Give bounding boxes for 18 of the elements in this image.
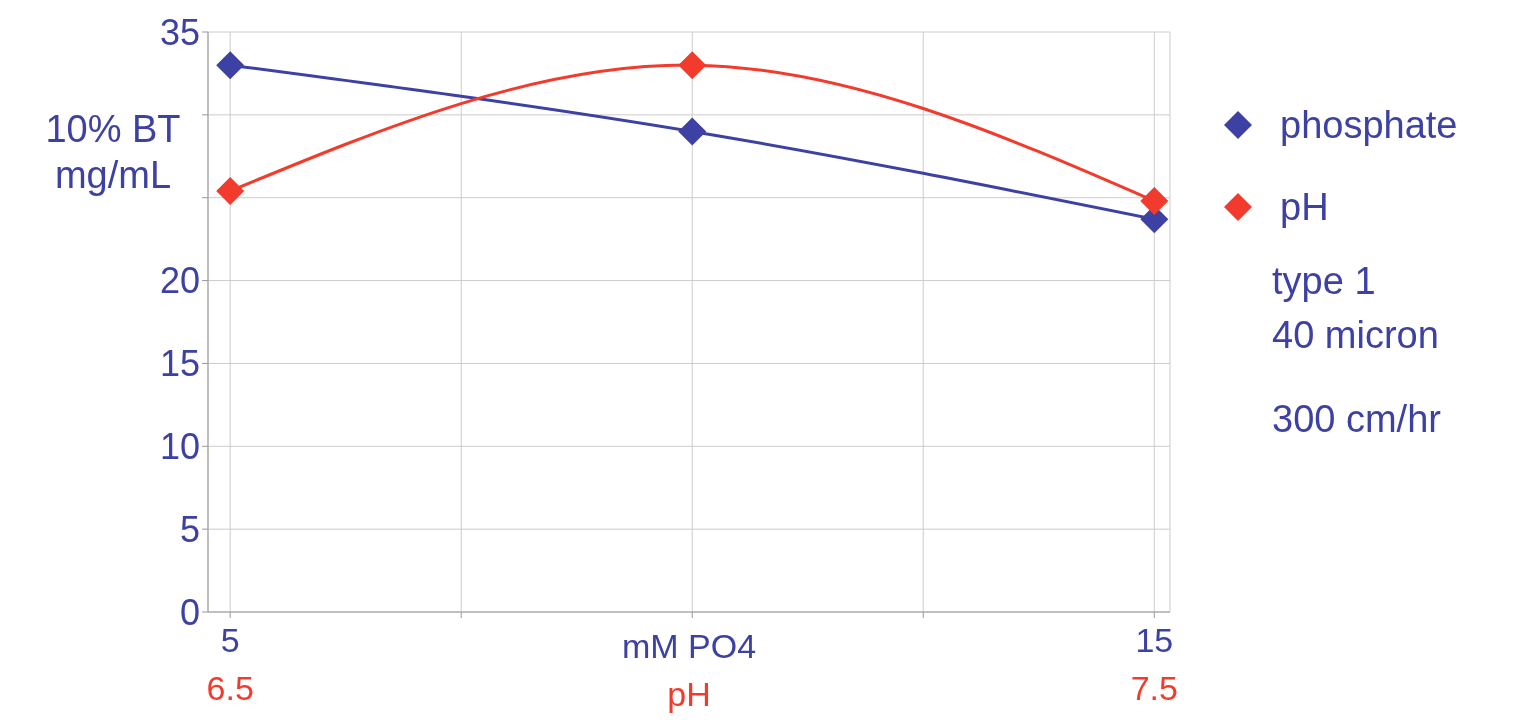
y-tick-label: 20: [159, 260, 200, 302]
y-axis-title: 10% BT mg/mL: [44, 107, 182, 198]
point: [216, 51, 245, 80]
legend-label: phosphate: [1280, 103, 1458, 147]
x-axis-title: mM PO4: [621, 627, 757, 665]
y-tick-label: 5: [179, 508, 200, 550]
x2-axis-title: pH: [667, 675, 711, 713]
legend-label: pH: [1280, 185, 1329, 229]
y-tick-label: 10: [159, 426, 200, 468]
text: 40 micron: [1272, 313, 1440, 358]
x2-tick-label: 6.5: [206, 669, 254, 708]
point: [678, 117, 707, 146]
text: type 1: [1272, 259, 1377, 304]
x2-tick-label: 7.5: [1130, 669, 1178, 708]
y-tick-label: 15: [159, 343, 200, 385]
text: 300 cm/hr: [1272, 397, 1441, 442]
y-tick-label: 0: [179, 591, 200, 633]
y-tick-label: 35: [159, 11, 200, 53]
